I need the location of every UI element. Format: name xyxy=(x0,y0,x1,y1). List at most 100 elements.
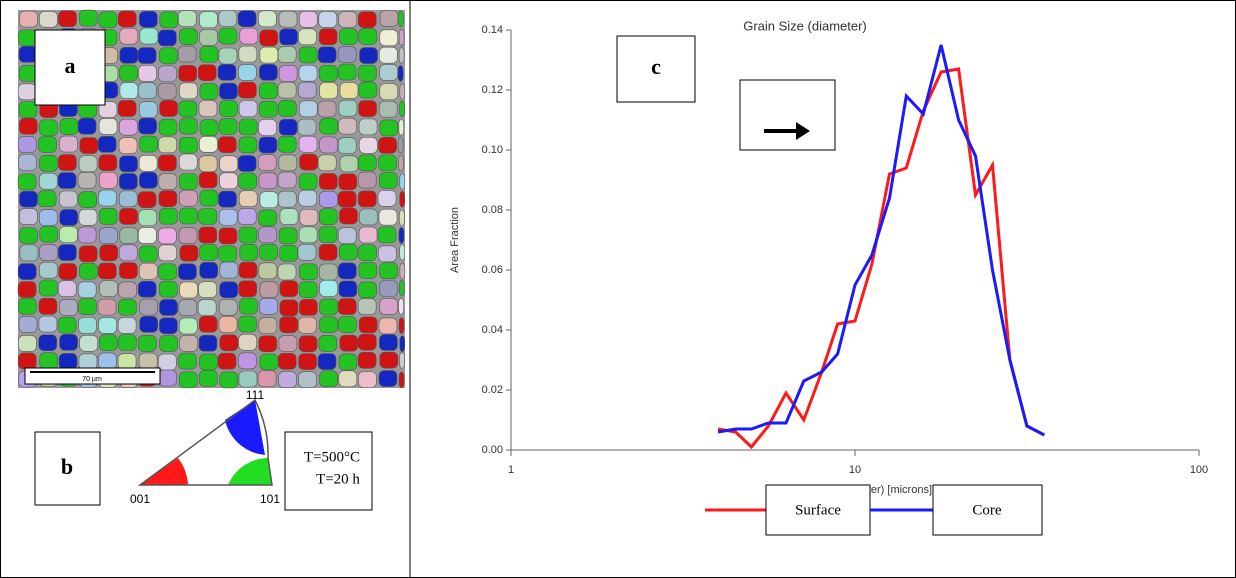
grain xyxy=(137,47,157,64)
legend-label: Core xyxy=(972,502,1002,518)
grain xyxy=(378,370,398,387)
grain xyxy=(319,173,338,190)
grain xyxy=(119,262,138,279)
grain xyxy=(119,227,139,244)
legend-box xyxy=(932,484,1043,536)
grain xyxy=(277,81,297,99)
grain xyxy=(198,208,218,225)
grain xyxy=(199,353,218,371)
grain xyxy=(237,208,257,225)
grain xyxy=(278,227,298,245)
grain xyxy=(158,136,177,154)
grain xyxy=(59,299,78,316)
grain xyxy=(79,334,98,352)
grain xyxy=(198,281,217,298)
grain xyxy=(179,28,198,45)
grain xyxy=(117,100,137,117)
grain xyxy=(158,369,177,387)
grain xyxy=(339,28,358,45)
grain xyxy=(338,316,357,333)
grain xyxy=(98,101,118,118)
grain xyxy=(378,317,398,335)
grain xyxy=(259,191,279,209)
grain xyxy=(78,353,98,371)
grain xyxy=(138,352,158,370)
grain xyxy=(59,118,79,135)
grain xyxy=(137,191,157,208)
grain xyxy=(399,83,406,101)
grain xyxy=(219,371,239,389)
grain xyxy=(338,280,358,298)
grain xyxy=(39,352,59,369)
grain xyxy=(398,371,405,389)
grain xyxy=(158,65,177,83)
grain xyxy=(198,315,218,333)
grain xyxy=(218,118,238,135)
grain xyxy=(18,298,37,315)
grain xyxy=(357,298,377,315)
x-tick-label: 100 xyxy=(1190,464,1208,476)
grain xyxy=(379,280,398,297)
grain xyxy=(258,209,277,227)
grain xyxy=(218,245,238,263)
grain xyxy=(277,171,297,189)
grain xyxy=(338,262,357,280)
grain xyxy=(198,155,218,173)
grain xyxy=(357,351,377,369)
grain xyxy=(178,153,198,171)
grain xyxy=(139,171,158,189)
grain xyxy=(399,209,405,227)
grain xyxy=(217,352,237,370)
grain xyxy=(258,10,277,28)
grain xyxy=(278,118,298,136)
grain xyxy=(358,262,378,279)
grain xyxy=(258,335,278,353)
grain xyxy=(98,118,118,135)
grain xyxy=(299,299,318,316)
x-tick-label: 1 xyxy=(508,464,514,476)
grain xyxy=(138,227,157,244)
grain xyxy=(319,65,338,82)
grain xyxy=(317,353,337,370)
arrow xyxy=(764,122,810,140)
grain xyxy=(39,10,58,28)
grain xyxy=(19,190,38,208)
grain xyxy=(379,298,399,315)
grain xyxy=(58,154,77,171)
grain xyxy=(119,82,139,99)
grain xyxy=(259,353,279,371)
grain xyxy=(199,262,219,279)
grain xyxy=(158,280,178,298)
grain xyxy=(298,281,318,298)
grain xyxy=(319,370,338,388)
grain xyxy=(18,316,38,333)
grain xyxy=(238,334,257,351)
grain xyxy=(318,244,338,261)
grain xyxy=(379,262,398,280)
grain xyxy=(277,263,297,281)
grain xyxy=(139,27,159,45)
grain xyxy=(397,10,404,28)
grain xyxy=(179,207,198,225)
grain xyxy=(18,335,37,352)
corner-label: 001 xyxy=(130,492,150,506)
grain xyxy=(199,244,218,261)
grain xyxy=(158,227,177,245)
grain xyxy=(277,136,297,153)
grain xyxy=(17,352,37,370)
grain xyxy=(298,189,318,207)
grain xyxy=(38,298,58,315)
grain xyxy=(19,227,38,244)
grain xyxy=(378,245,397,263)
grain xyxy=(119,47,139,64)
grain xyxy=(119,27,139,45)
grain xyxy=(338,117,357,135)
grain xyxy=(98,208,118,225)
grain xyxy=(19,117,38,135)
grain xyxy=(119,173,138,190)
grain xyxy=(338,298,357,315)
grain xyxy=(338,173,358,191)
grain xyxy=(179,173,198,190)
grain xyxy=(118,190,138,208)
grain xyxy=(279,299,299,317)
